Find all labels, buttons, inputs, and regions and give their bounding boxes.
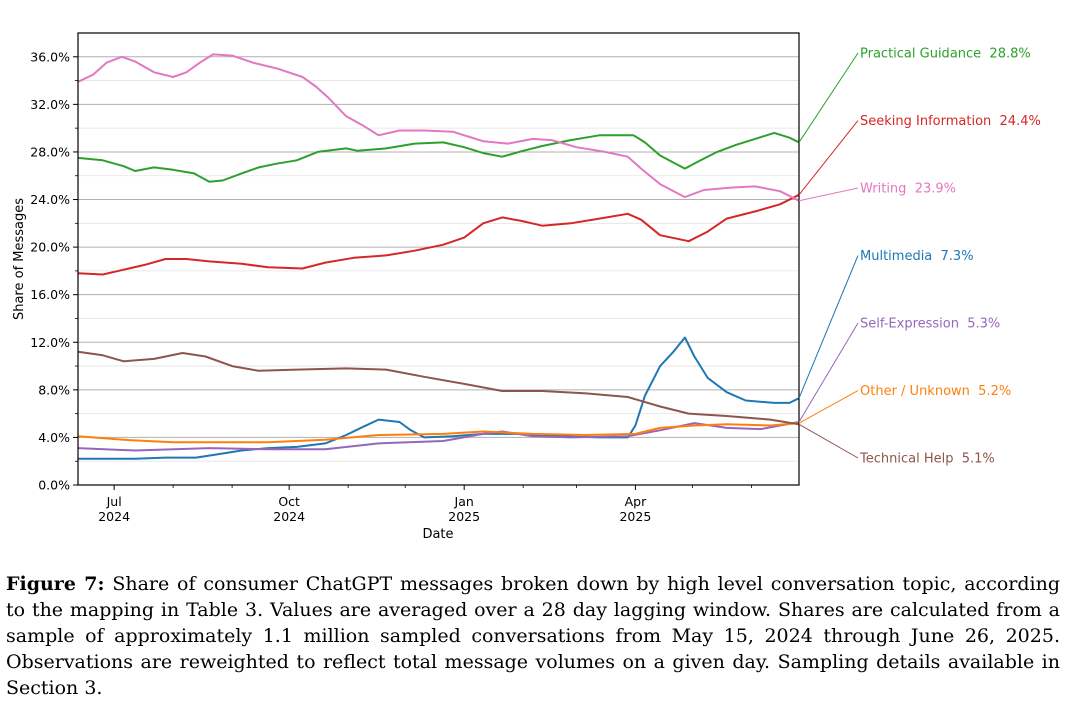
y-tick-label: 20.0% [30, 240, 70, 255]
series-connector [798, 322, 859, 423]
y-axis: 0.0% 4.0% 8.0% 12.0% 16.0% 20.0% 24.0% 28.0% 32.… [30, 49, 78, 493]
plot-frame [77, 32, 800, 486]
x-tick-label-month: Jul [106, 494, 122, 509]
series-connector [798, 255, 859, 399]
chart-series [77, 53, 800, 460]
grid-lines [78, 56, 799, 462]
x-tick-label-month: Jan [454, 494, 474, 509]
series-line-other-unknown [77, 422, 800, 444]
x-tick-label-month: Apr [625, 494, 647, 509]
y-tick-label: 4.0% [38, 430, 70, 445]
series-label: Seeking Information 24.4% [860, 114, 1041, 129]
series-label: Self-Expression 5.3% [860, 317, 1000, 332]
caption-label: Figure 7: [6, 573, 105, 595]
series-connector [798, 423, 859, 459]
y-tick-label: 24.0% [30, 192, 70, 207]
y-tick-label: 0.0% [38, 478, 70, 493]
series-connector [798, 187, 859, 202]
x-tick-label-year: 2024 [273, 509, 305, 524]
y-tick-label: 16.0% [30, 287, 70, 302]
y-tick-label: 32.0% [30, 97, 70, 112]
x-tick-label-year: 2025 [448, 509, 480, 524]
series-connector [798, 120, 859, 196]
x-tick-label-year: 2025 [619, 509, 651, 524]
series-label: Technical Help 5.1% [859, 452, 995, 467]
y-tick-label: 12.0% [30, 335, 70, 350]
y-axis-label: Share of Messages [12, 198, 27, 320]
series-line-seeking-information [77, 193, 800, 276]
series-label: Other / Unknown 5.2% [860, 384, 1011, 399]
series-connector [798, 390, 859, 424]
series-line-practical-guidance [77, 131, 800, 183]
series-line-multimedia [78, 336, 800, 460]
series-connector [798, 52, 859, 143]
series-label: Multimedia 7.3% [860, 249, 974, 264]
series-label: Practical Guidance 28.8% [860, 47, 1031, 62]
figure-caption: Figure 7: Share of consumer ChatGPT mess… [6, 571, 1060, 701]
series-label: Writing 23.9% [860, 182, 956, 197]
x-tick-label-month: Oct [278, 494, 300, 509]
x-axis-label: Date [422, 527, 453, 542]
series-line-writing [77, 53, 800, 202]
y-tick-label: 36.0% [30, 49, 70, 64]
y-tick-label: 28.0% [30, 144, 70, 159]
y-tick-label: 8.0% [38, 382, 70, 397]
series-end-labels: Practical Guidance 28.8% Seeking Informat… [798, 47, 1041, 467]
caption-text: Share of consumer ChatGPT messages broke… [6, 573, 1061, 699]
line-chart: 0.0% 4.0% 8.0% 12.0% 16.0% 20.0% 24.0% 28.0% 32.… [12, 32, 1041, 542]
series-line-technical-help [77, 350, 800, 426]
x-tick-label-year: 2024 [98, 509, 130, 524]
